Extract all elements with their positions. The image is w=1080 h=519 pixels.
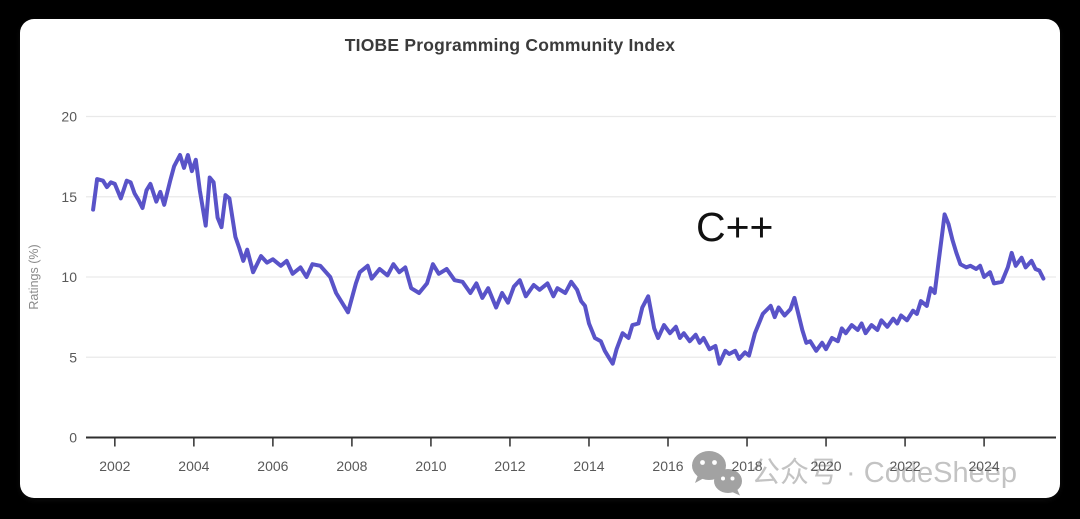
x-tick-label: 2006 xyxy=(257,458,288,474)
x-tick-label: 2022 xyxy=(889,458,920,474)
cpp-annotation-label: C++ xyxy=(696,204,774,250)
watermark: 公众号 · CodeSheep xyxy=(690,449,1017,497)
cpp-series-line xyxy=(91,153,1046,366)
gridlines xyxy=(86,115,1056,358)
y-tick-labels: 0 5 10 15 20 xyxy=(61,109,77,446)
x-tick-label: 2014 xyxy=(573,458,604,474)
y-axis-title: Ratings (%) xyxy=(27,244,41,309)
y-tick-label: 20 xyxy=(61,109,77,125)
x-tick-label: 2018 xyxy=(731,458,762,474)
y-tick-label: 10 xyxy=(61,269,77,285)
cpp-series xyxy=(91,153,1046,366)
y-tick-label: 5 xyxy=(69,349,77,365)
watermark-text: 公众号 · CodeSheep xyxy=(751,457,1017,489)
x-tick-label: 2020 xyxy=(810,458,841,474)
x-tick-label: 2008 xyxy=(336,458,367,474)
y-tick-label: 0 xyxy=(69,430,77,446)
x-tick-label: 2002 xyxy=(99,458,130,474)
x-tick-label: 2004 xyxy=(178,458,209,474)
axis-ticks xyxy=(114,437,985,447)
y-tick-label: 15 xyxy=(61,189,77,205)
x-tick-label: 2024 xyxy=(969,458,1000,474)
x-tick-label: 2010 xyxy=(415,458,446,474)
wechat-icon xyxy=(692,451,742,496)
chart-card xyxy=(20,19,1060,498)
x-tick-label: 2012 xyxy=(494,458,525,474)
x-tick-labels: 2002 2004 2006 2008 2010 2012 2014 2016 2018 2020… xyxy=(99,458,1000,474)
chart-title: TIOBE Programming Community Index xyxy=(344,35,676,55)
x-tick-label: 2016 xyxy=(652,458,683,474)
